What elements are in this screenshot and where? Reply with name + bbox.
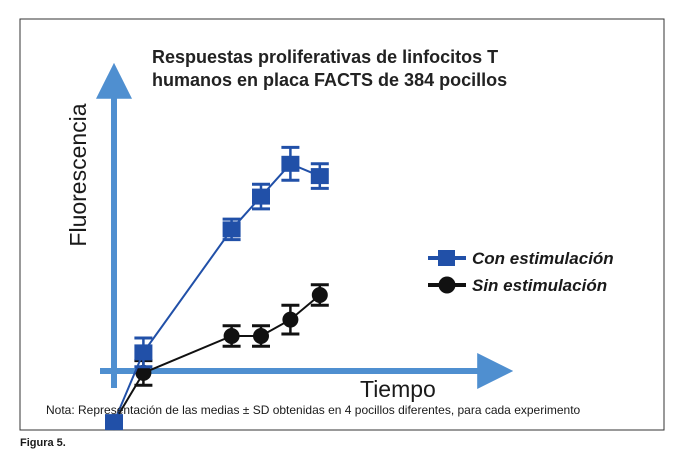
figure-frame	[19, 18, 665, 431]
legend-label-con: Con estimulación	[472, 249, 614, 268]
x-axis-label: Tiempo	[360, 376, 436, 402]
chart-title-line-1: Respuestas proliferativas de linfocitos …	[152, 47, 498, 67]
data-point-sin	[253, 328, 269, 344]
axes	[96, 62, 514, 389]
legend-item-sin-estimulacion: Sin estimulación	[428, 276, 607, 295]
series-line-con	[113, 162, 321, 423]
plot-area	[105, 145, 329, 431]
data-point-sin	[135, 364, 152, 381]
data-point-con	[134, 344, 153, 361]
figure-caption: Figura 5.	[20, 437, 66, 449]
data-point-con	[105, 414, 123, 431]
legend-item-con-estimulacion: Con estimulación	[428, 249, 614, 268]
data-point-con	[252, 188, 270, 205]
data-point-con	[310, 168, 329, 185]
chart-note: Nota: Representación de las medias ± SD …	[46, 403, 581, 417]
y-axis-label: Fluorescencia	[65, 103, 91, 246]
legend-circle-marker	[438, 276, 456, 294]
data-point-con	[281, 155, 300, 172]
data-point-sin	[282, 311, 299, 328]
data-point-con	[222, 221, 241, 238]
legend: Con estimulación Sin estimulación	[428, 249, 614, 295]
data-point-sin	[223, 328, 240, 344]
legend-square-marker	[438, 250, 455, 266]
data-point-sin	[311, 287, 328, 303]
chart-title-line-2: humanos en placa FACTS de 384 pocillos	[152, 70, 507, 90]
series-con	[105, 145, 329, 431]
legend-label-sin: Sin estimulación	[472, 276, 607, 295]
